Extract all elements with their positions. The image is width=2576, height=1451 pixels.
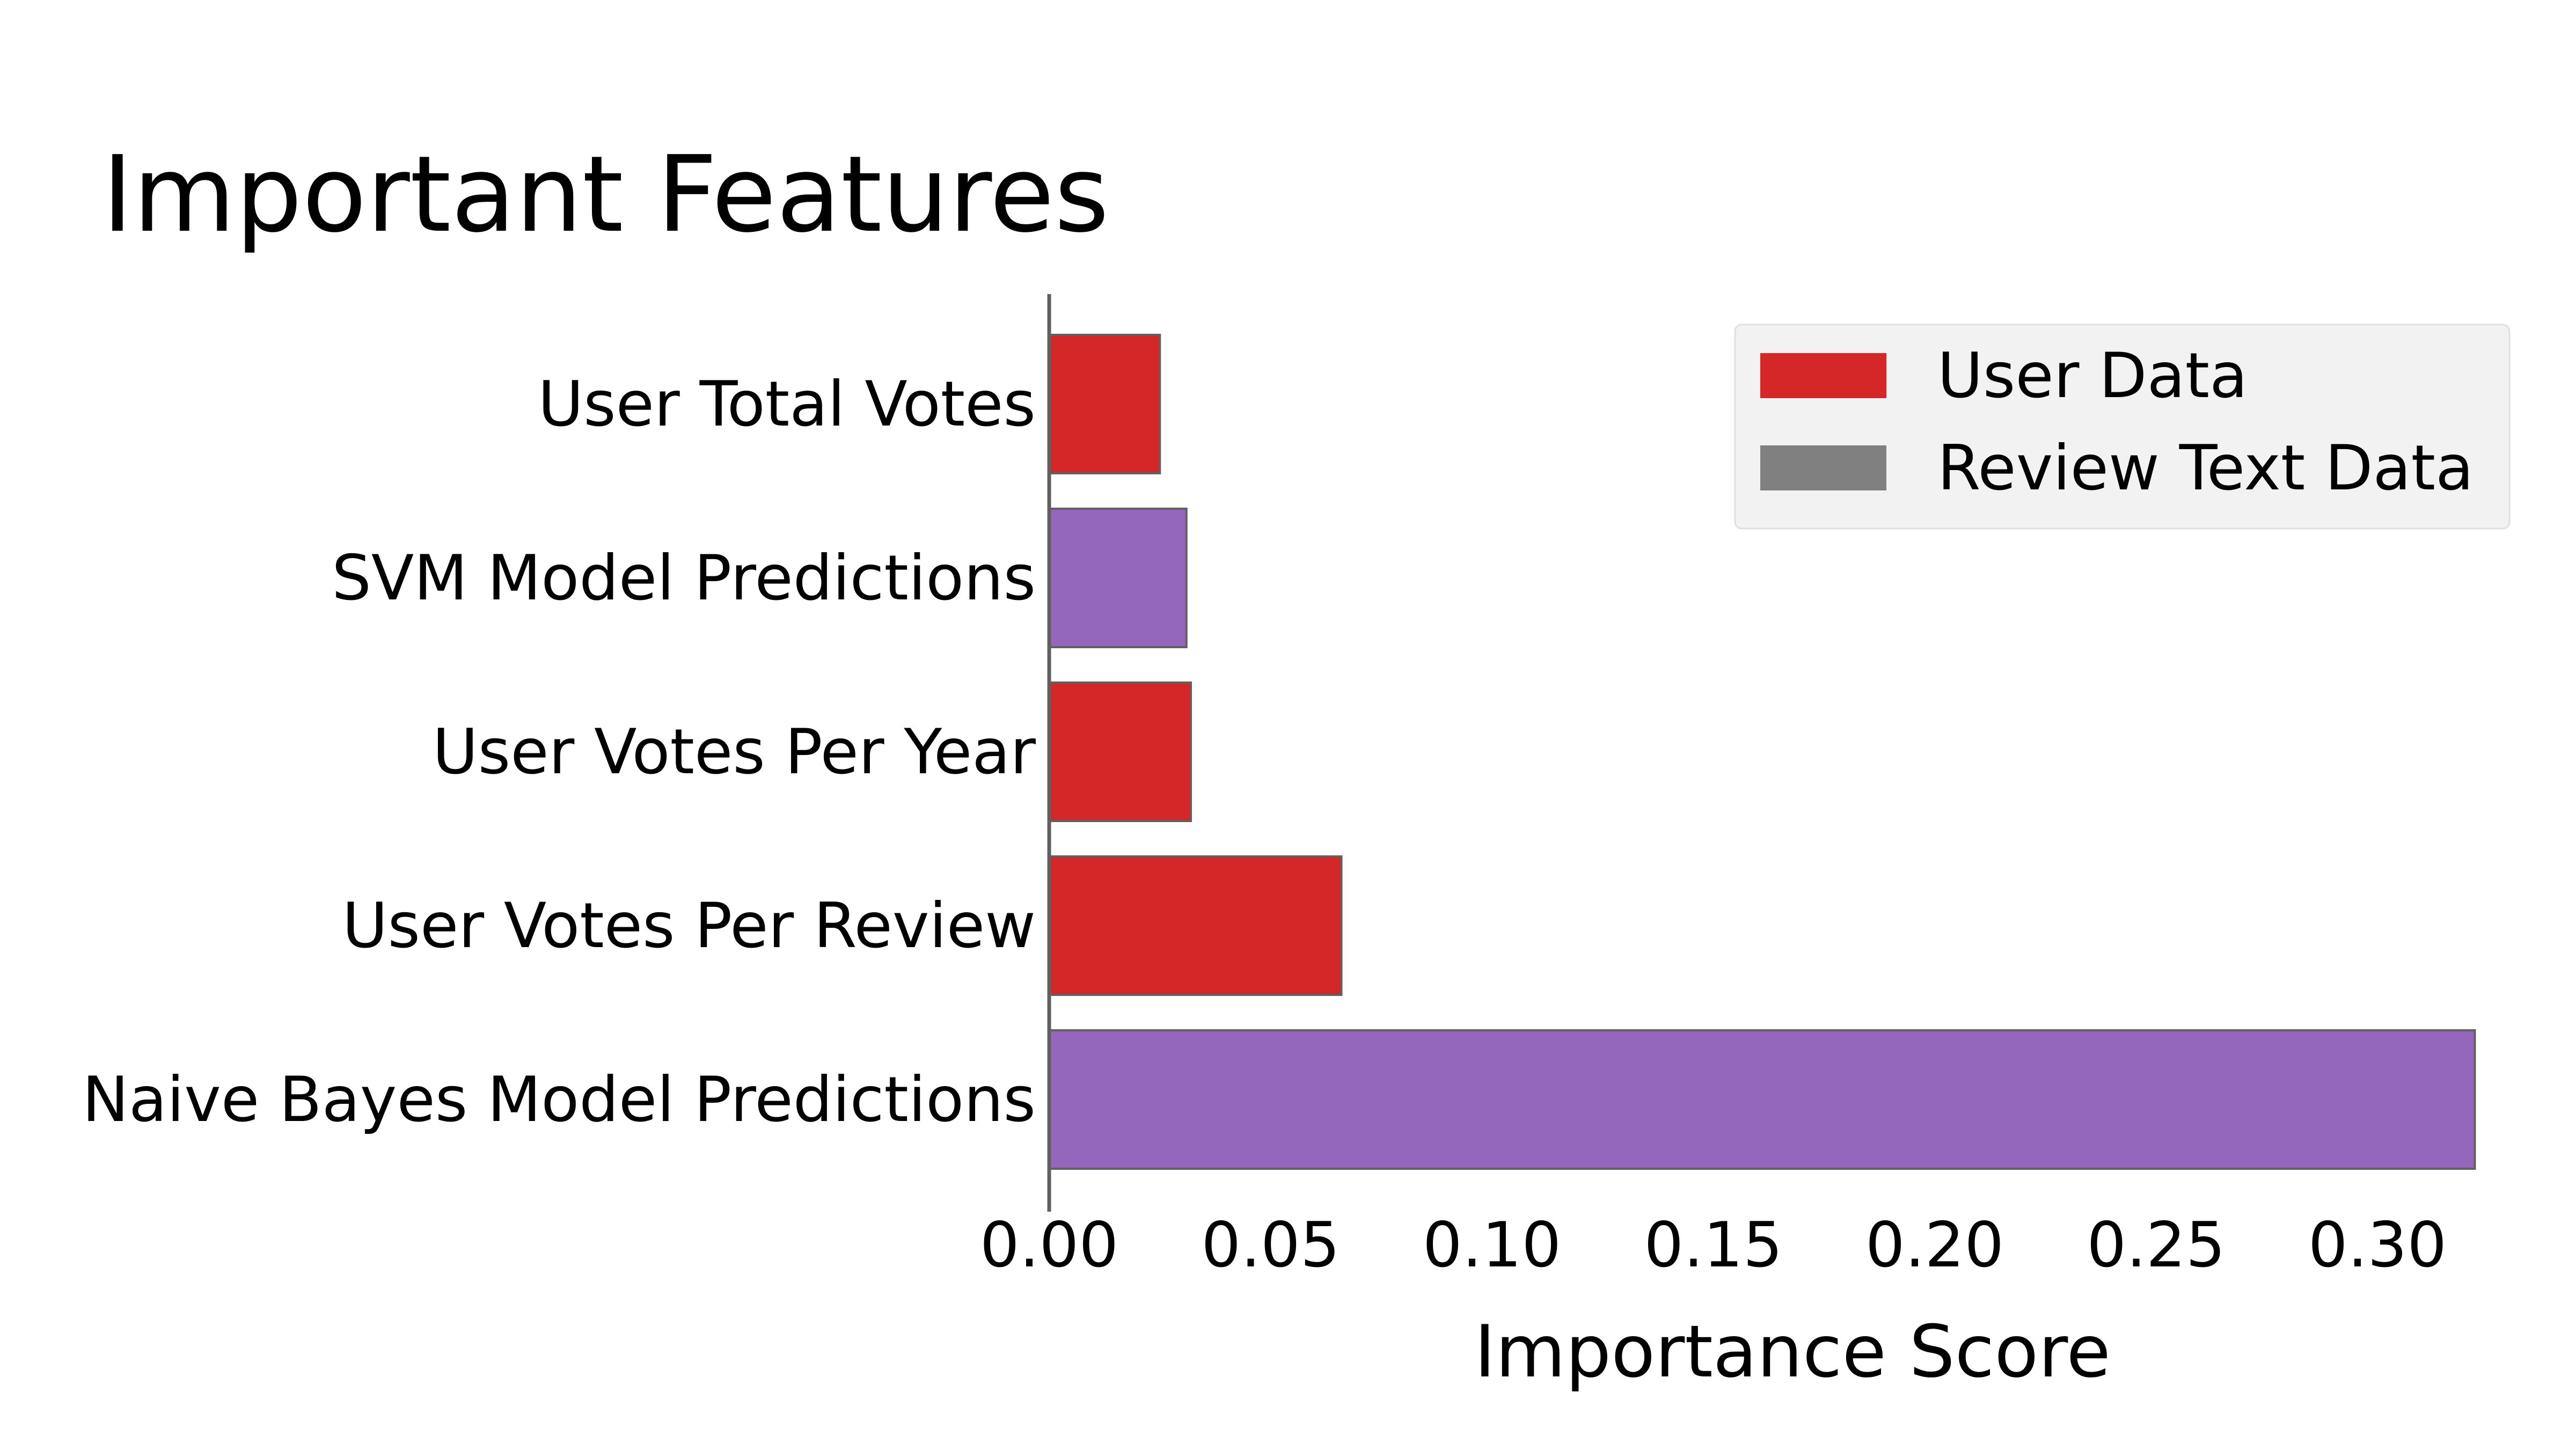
y-tick-label: SVM Model Predictions	[332, 542, 1036, 614]
bar-user-votes-per-year	[1048, 681, 1192, 822]
y-tick-label: User Votes Per Review	[342, 890, 1036, 962]
y-tick-label: User Total Votes	[538, 368, 1036, 441]
bar-naive-bayes-model-predictions	[1048, 1029, 2476, 1170]
x-tick-label: 0.05	[1201, 1209, 1340, 1281]
x-tick-label: 0.30	[2308, 1209, 2447, 1281]
chart-title: Important Features	[102, 134, 1109, 256]
legend: User Data Review Text Data	[1734, 324, 2511, 530]
legend-label: User Data	[1937, 340, 2248, 412]
legend-entries: User Data Review Text Data	[1760, 340, 2473, 504]
bars-layer	[1048, 334, 2476, 1170]
bar-user-votes-per-review	[1048, 855, 1343, 996]
y-tick-label: User Votes Per Year	[433, 716, 1036, 788]
x-tick-label: 0.20	[1865, 1209, 2004, 1281]
legend-label: Review Text Data	[1937, 432, 2473, 504]
legend-box	[1734, 324, 2511, 530]
y-tick-labels: User Total Votes SVM Model Predictions Use…	[82, 368, 1036, 1136]
x-axis-label: Importance Score	[1474, 1310, 2111, 1394]
legend-swatch	[1760, 353, 1886, 398]
x-tick-label: 0.15	[1644, 1209, 1782, 1281]
x-tick-label: 0.10	[1423, 1209, 1561, 1281]
y-tick-label: Naive Bayes Model Predictions	[82, 1064, 1036, 1136]
legend-swatch	[1760, 445, 1886, 490]
x-tick-labels: 0.00 0.05 0.10 0.15 0.20 0.25 0.30	[980, 1209, 2447, 1281]
x-tick-label: 0.00	[980, 1209, 1118, 1281]
bar-svm-model-predictions	[1048, 508, 1188, 648]
x-tick-label: 0.25	[2087, 1209, 2225, 1281]
bar-user-total-votes	[1048, 334, 1161, 474]
